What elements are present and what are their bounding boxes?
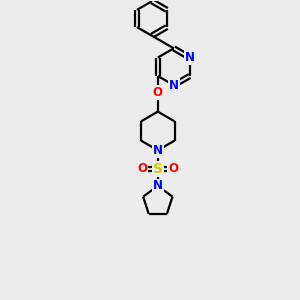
Text: N: N <box>185 51 195 64</box>
Text: O: O <box>168 162 178 175</box>
Text: O: O <box>137 162 147 175</box>
Text: S: S <box>153 162 163 176</box>
Text: N: N <box>169 79 179 92</box>
Text: N: N <box>153 144 163 157</box>
Text: O: O <box>153 86 163 99</box>
Text: N: N <box>153 179 163 193</box>
